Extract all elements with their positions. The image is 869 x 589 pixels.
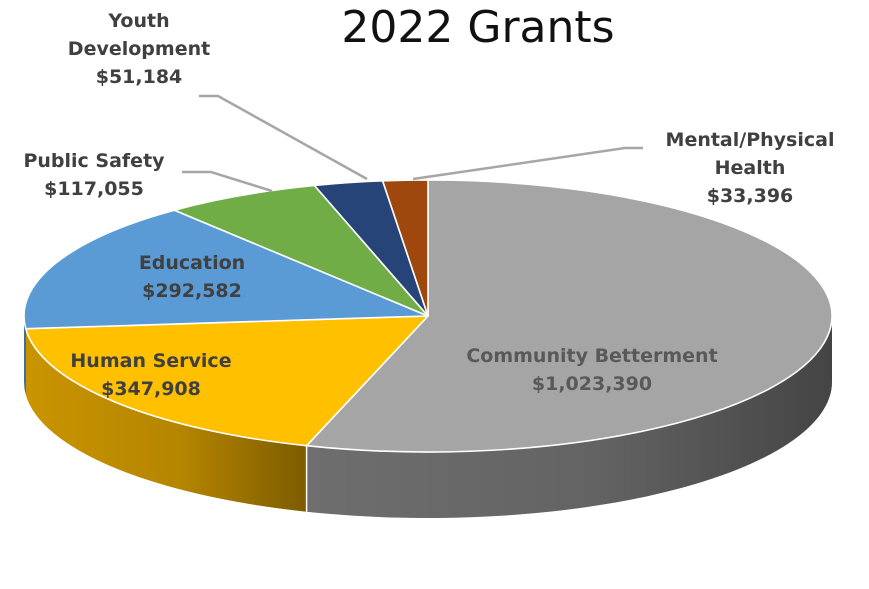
slice-public-safety [173,184,429,317]
data-label-human-service: $347,908 [101,378,201,400]
slice-mental-physical-health [381,179,429,317]
data-label-community-betterment: $1,023,390 [532,373,652,395]
label-education-line1: Education [139,252,245,274]
data-label-public-safety: $117,055 [44,178,144,200]
label-public-safety-line1: Public Safety [23,150,165,172]
data-label-education: $292,582 [142,280,242,302]
slice-side-shade [24,316,26,395]
leader-lines [182,94,643,193]
pie-tops [23,179,833,453]
slice-education [23,209,429,330]
slice-human-service [24,315,429,447]
label-mental-physical-health-line2: Health [715,157,786,179]
label-youth-development-line1: Youth [107,10,169,32]
data-label-mental-physical-health: $33,396 [707,185,794,207]
label-mental-physical-health-line1: Mental/Physical [666,129,835,151]
slice-side-shade [306,316,833,519]
slice-community-betterment [305,179,833,453]
leader-mental-physical-health [412,146,643,181]
slice-labels: Community Betterment $1,023,390 Human Serv… [23,10,834,400]
label-human-service-line1: Human Service [70,350,231,372]
label-youth-development-line2: Development [68,38,210,60]
label-community-betterment-line1: Community Betterment [466,345,717,367]
leader-public-safety [182,170,273,193]
chart-title: 2022 Grants [341,2,614,53]
leader-youth-development [199,94,368,181]
data-label-youth-development: $51,184 [96,66,183,88]
